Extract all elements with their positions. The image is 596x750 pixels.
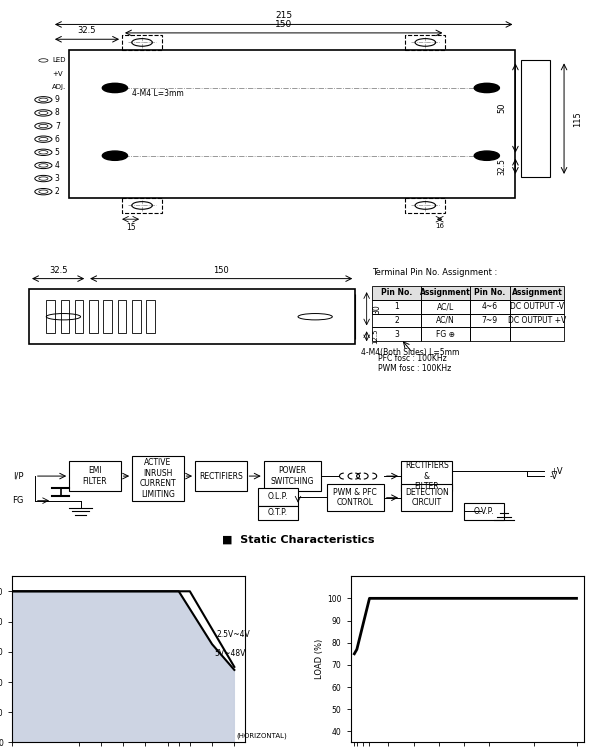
Text: (HORIZONTAL): (HORIZONTAL)	[237, 733, 287, 740]
Text: PWM & PFC
CONTROL: PWM & PFC CONTROL	[333, 488, 377, 508]
Text: DETECTION
CIRCUIT: DETECTION CIRCUIT	[405, 488, 449, 508]
Text: 12.5: 12.5	[372, 328, 378, 344]
Text: RECTIFIERS: RECTIFIERS	[199, 472, 243, 481]
Text: Pin No.: Pin No.	[381, 289, 412, 298]
Text: 2: 2	[395, 316, 399, 325]
Circle shape	[103, 83, 128, 92]
Text: 3: 3	[395, 330, 399, 339]
Text: AC/N: AC/N	[436, 316, 455, 325]
Text: FG ⊕: FG ⊕	[436, 330, 455, 339]
Text: I/P: I/P	[13, 472, 23, 481]
Polygon shape	[421, 286, 470, 300]
Text: 4-M4(Both Sides) L=5mm: 4-M4(Both Sides) L=5mm	[361, 348, 460, 357]
Polygon shape	[372, 286, 421, 300]
Text: PFC fosc : 100KHz
PWM fosc : 100KHz: PFC fosc : 100KHz PWM fosc : 100KHz	[378, 354, 451, 374]
Text: 50: 50	[498, 103, 507, 113]
FancyBboxPatch shape	[258, 506, 298, 520]
Text: 16: 16	[435, 224, 444, 230]
Polygon shape	[510, 286, 564, 300]
Text: Assignment: Assignment	[511, 289, 562, 298]
Text: EMI
FILTER: EMI FILTER	[83, 466, 107, 486]
Text: +V: +V	[52, 70, 63, 76]
Text: 5V~48V: 5V~48V	[215, 650, 246, 658]
FancyBboxPatch shape	[195, 461, 247, 490]
Text: 7: 7	[55, 122, 60, 130]
Text: FG: FG	[12, 496, 23, 506]
FancyBboxPatch shape	[327, 484, 384, 512]
Text: 8: 8	[55, 109, 60, 118]
Text: 32.5: 32.5	[77, 26, 96, 35]
Text: 4~6: 4~6	[482, 302, 498, 311]
Text: LED: LED	[52, 58, 66, 64]
Text: DC OUTPUT -V: DC OUTPUT -V	[510, 302, 564, 311]
Text: ■  Static Characteristics: ■ Static Characteristics	[222, 535, 374, 545]
Text: 7~9: 7~9	[482, 316, 498, 325]
Text: 3: 3	[55, 174, 60, 183]
Circle shape	[474, 151, 499, 160]
Text: 115: 115	[573, 111, 582, 127]
Polygon shape	[470, 286, 510, 300]
Text: -V: -V	[550, 472, 558, 481]
Text: 150: 150	[213, 266, 229, 275]
Text: 9: 9	[55, 95, 60, 104]
Text: O.V.P.: O.V.P.	[474, 507, 494, 516]
FancyBboxPatch shape	[401, 461, 452, 490]
Text: POWER
SWITCHING: POWER SWITCHING	[271, 466, 314, 486]
Text: Terminal Pin No. Assignment :: Terminal Pin No. Assignment :	[372, 268, 498, 278]
Text: 5: 5	[55, 148, 60, 157]
Text: O.T.P.: O.T.P.	[268, 509, 288, 518]
Text: 2: 2	[55, 188, 60, 196]
Circle shape	[474, 83, 499, 92]
Text: 1: 1	[395, 302, 399, 311]
FancyBboxPatch shape	[464, 503, 504, 520]
Y-axis label: LOAD (%): LOAD (%)	[315, 639, 324, 680]
Polygon shape	[12, 591, 234, 742]
FancyBboxPatch shape	[401, 484, 452, 512]
Text: ADJ.: ADJ.	[52, 84, 66, 90]
Text: 2.5V~4V: 2.5V~4V	[216, 630, 250, 639]
Text: Assignment: Assignment	[420, 289, 471, 298]
Text: 32.5: 32.5	[49, 266, 67, 275]
Text: 150: 150	[275, 20, 292, 28]
Text: DC OUTPUT +V: DC OUTPUT +V	[508, 316, 566, 325]
Text: 4-M4 L=3mm: 4-M4 L=3mm	[132, 89, 184, 98]
Text: ACTIVE
INRUSH
CURRENT
LIMITING: ACTIVE INRUSH CURRENT LIMITING	[139, 458, 176, 499]
FancyBboxPatch shape	[258, 488, 298, 506]
Text: 32.5: 32.5	[498, 158, 507, 175]
Text: Pin No.: Pin No.	[474, 289, 505, 298]
Text: RECTIFIERS
&
FILTER: RECTIFIERS & FILTER	[405, 461, 449, 491]
Text: +V: +V	[550, 466, 563, 476]
Text: O.L.P.: O.L.P.	[268, 492, 288, 501]
FancyBboxPatch shape	[132, 457, 184, 501]
Text: 15: 15	[126, 224, 135, 232]
FancyBboxPatch shape	[263, 461, 321, 490]
Text: 215: 215	[275, 11, 292, 20]
Text: 30: 30	[372, 304, 381, 313]
Text: 4: 4	[55, 161, 60, 170]
Circle shape	[103, 151, 128, 160]
Text: AC/L: AC/L	[437, 302, 454, 311]
FancyBboxPatch shape	[69, 461, 120, 490]
Text: 6: 6	[55, 135, 60, 144]
